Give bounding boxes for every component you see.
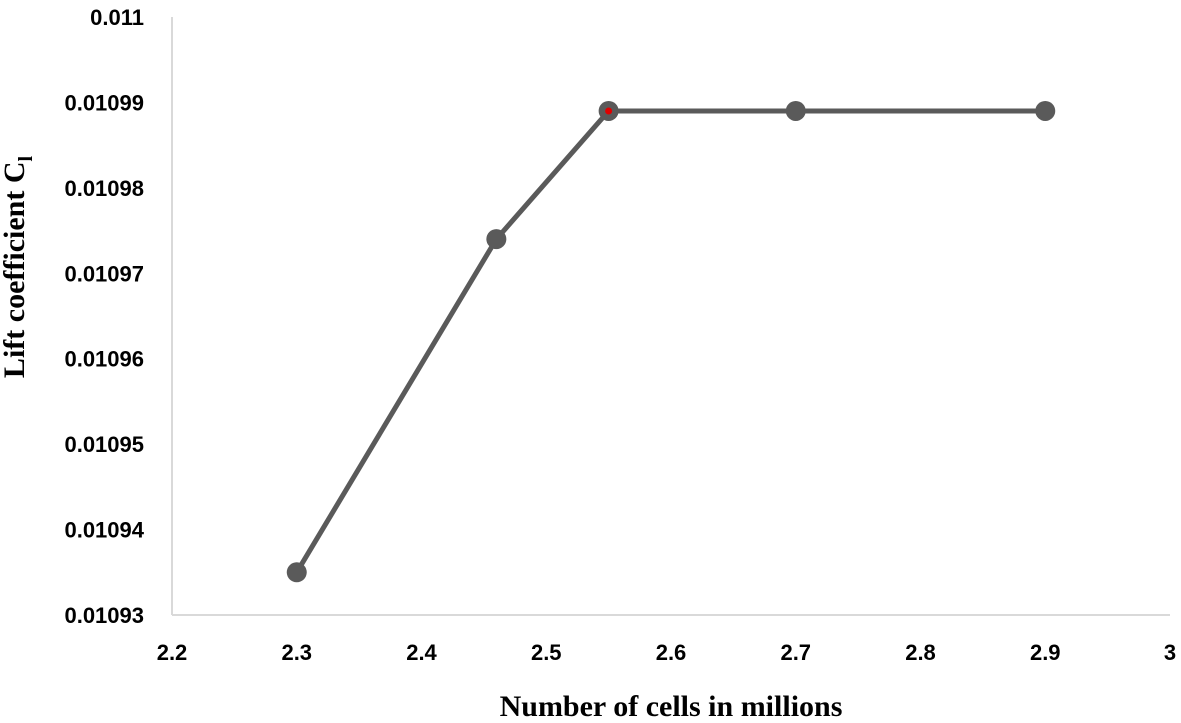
highlight-point-dot — [605, 107, 613, 115]
x-tick-label: 2.3 — [281, 640, 312, 665]
x-axis-title: Number of cells in millions — [500, 690, 843, 723]
y-tick-labels: 0.01093 0.01094 0.01095 0.01096 0.01097 0.010… — [64, 5, 144, 628]
y-axis-title-main: Lift coefficient C — [0, 161, 31, 378]
x-tick-labels: 2.2 2.3 2.4 2.5 2.6 2.7 2.8 2.9 3 — [157, 640, 1176, 665]
y-tick-label: 0.01099 — [64, 90, 144, 115]
y-axis-title: Lift coefficient Cl — [0, 155, 37, 378]
y-tick-label: 0.01094 — [64, 518, 144, 543]
y-tick-label: 0.01098 — [64, 176, 144, 201]
series-line — [294, 108, 1046, 574]
series-group — [286, 100, 1056, 583]
x-tick-label: 3 — [1164, 640, 1176, 665]
data-point — [486, 229, 507, 250]
data-point — [785, 100, 806, 121]
y-axis-title-subscript: l — [15, 155, 37, 161]
y-tick-label: 0.01096 — [64, 347, 144, 372]
x-tick-label: 2.6 — [656, 640, 687, 665]
x-tick-label: 2.4 — [406, 640, 437, 665]
y-tick-label: 0.01097 — [64, 261, 144, 286]
x-tick-label: 2.5 — [531, 640, 562, 665]
y-tick-label: 0.01093 — [64, 603, 144, 628]
y-tick-label: 0.01095 — [64, 432, 144, 457]
x-tick-label: 2.9 — [1030, 640, 1061, 665]
y-tick-label: 0.011 — [90, 5, 144, 30]
axes — [171, 17, 1170, 616]
x-tick-label: 2.7 — [780, 640, 811, 665]
x-tick-label: 2.8 — [905, 640, 936, 665]
data-point — [1035, 100, 1056, 121]
data-point — [286, 562, 307, 583]
x-tick-label: 2.2 — [157, 640, 188, 665]
